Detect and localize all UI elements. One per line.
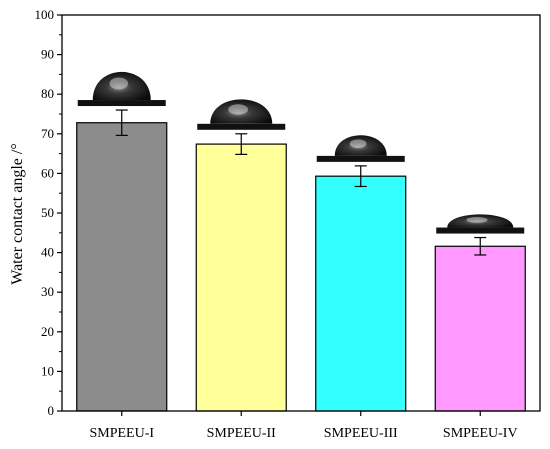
droplet-highlight xyxy=(349,139,367,149)
x-tick-label: SMPEEU-IV xyxy=(443,426,518,441)
x-tick-label: SMPEEU-I xyxy=(89,426,154,441)
y-tick-label: 90 xyxy=(41,47,54,62)
x-tick-label: SMPEEU-II xyxy=(207,426,277,441)
axes-layer: SMPEEU-I SMPEEU-II SMPEEU-III SMPEEU-IV 0 10 2… xyxy=(35,7,541,441)
substrate-line xyxy=(316,155,405,162)
droplet-highlight xyxy=(109,77,129,90)
y-tick-label: 30 xyxy=(41,284,54,299)
bars-layer xyxy=(76,109,526,412)
water-droplet-icon xyxy=(316,135,405,162)
y-tick-label: 100 xyxy=(35,7,55,22)
y-tick-label: 40 xyxy=(41,245,54,260)
bar-smpeeu-ii xyxy=(195,143,287,412)
substrate-line xyxy=(77,100,166,107)
substrate-line xyxy=(197,123,286,130)
y-tick-label: 10 xyxy=(41,363,54,378)
water-droplet-icon xyxy=(197,99,286,130)
y-tick-label: 80 xyxy=(41,86,54,101)
droplets-layer xyxy=(77,71,525,234)
substrate-line xyxy=(436,227,525,234)
droplet-highlight xyxy=(466,217,488,223)
water-droplet-icon xyxy=(77,71,166,107)
y-tick-label: 50 xyxy=(41,205,54,220)
x-tick-label: SMPEEU-III xyxy=(324,426,398,441)
bar-smpeeu-iii xyxy=(315,175,407,412)
bar-smpeeu-i xyxy=(76,122,168,412)
droplet-highlight xyxy=(228,104,249,115)
water-droplet-icon xyxy=(436,214,525,234)
bar-smpeeu-iv xyxy=(434,245,526,412)
y-tick-label: 0 xyxy=(48,403,55,418)
y-axis-title: Water contact angle /° xyxy=(9,143,26,284)
y-tick-label: 70 xyxy=(41,126,54,141)
y-tick-label: 60 xyxy=(41,165,54,180)
y-tick-label: 20 xyxy=(41,324,54,339)
